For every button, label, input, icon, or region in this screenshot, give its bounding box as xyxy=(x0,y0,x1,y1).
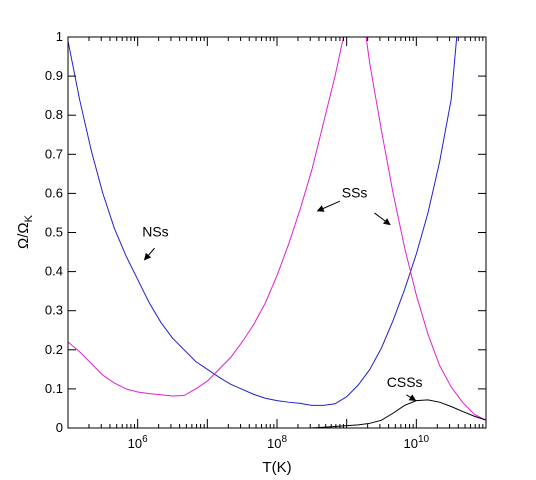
annotation-arrow-2 xyxy=(406,394,417,402)
x-tick-label-0: 106 xyxy=(128,434,148,451)
curves xyxy=(68,37,486,428)
y-tick-label-7: 0.7 xyxy=(45,146,63,161)
y-tick-label-2: 0.2 xyxy=(45,342,63,357)
series-line-1 xyxy=(68,37,344,397)
y-tick-label-3: 0.3 xyxy=(45,303,63,318)
annotation-label-0: NSs xyxy=(142,223,168,239)
plot-frame xyxy=(67,36,487,429)
y-axis-label-main: Ω/Ω xyxy=(15,222,32,249)
series-line-3 xyxy=(310,399,486,428)
series-line-0 xyxy=(68,37,458,406)
y-tick-label-5: 0.5 xyxy=(45,225,63,240)
annotation-label-2: CSSs xyxy=(387,374,423,390)
y-tick-label-10: 1 xyxy=(56,29,63,44)
y-tick-label-8: 0.8 xyxy=(45,107,63,122)
y-tick-label-0: 0 xyxy=(56,420,63,435)
ticks: 0 0.1 0.2 0.3 0.4 0.5 0.6 0.7 0.8 0.9 1 106 108 1010 xyxy=(45,29,486,451)
y-axis-label: Ω/ΩK xyxy=(15,214,35,249)
annotation-arrow-0 xyxy=(143,247,155,261)
annotation-label-1: SSs xyxy=(342,184,368,200)
x-axis-label: T(K) xyxy=(262,459,291,476)
x-tick-label-1: 108 xyxy=(267,434,287,451)
series-line-2 xyxy=(365,37,486,421)
annotation-arrow-1 xyxy=(316,200,341,212)
y-tick-label-4: 0.4 xyxy=(45,264,63,279)
annotations: NSs SSs CSSs xyxy=(142,184,423,402)
y-tick-label-1: 0.1 xyxy=(45,381,63,396)
y-axis-label-subscript: K xyxy=(23,214,35,222)
x-tick-label-2: 1010 xyxy=(404,434,430,451)
y-tick-label-6: 0.6 xyxy=(45,185,63,200)
annotation-arrow-1-b xyxy=(374,212,391,226)
y-tick-label-9: 0.9 xyxy=(45,68,63,83)
